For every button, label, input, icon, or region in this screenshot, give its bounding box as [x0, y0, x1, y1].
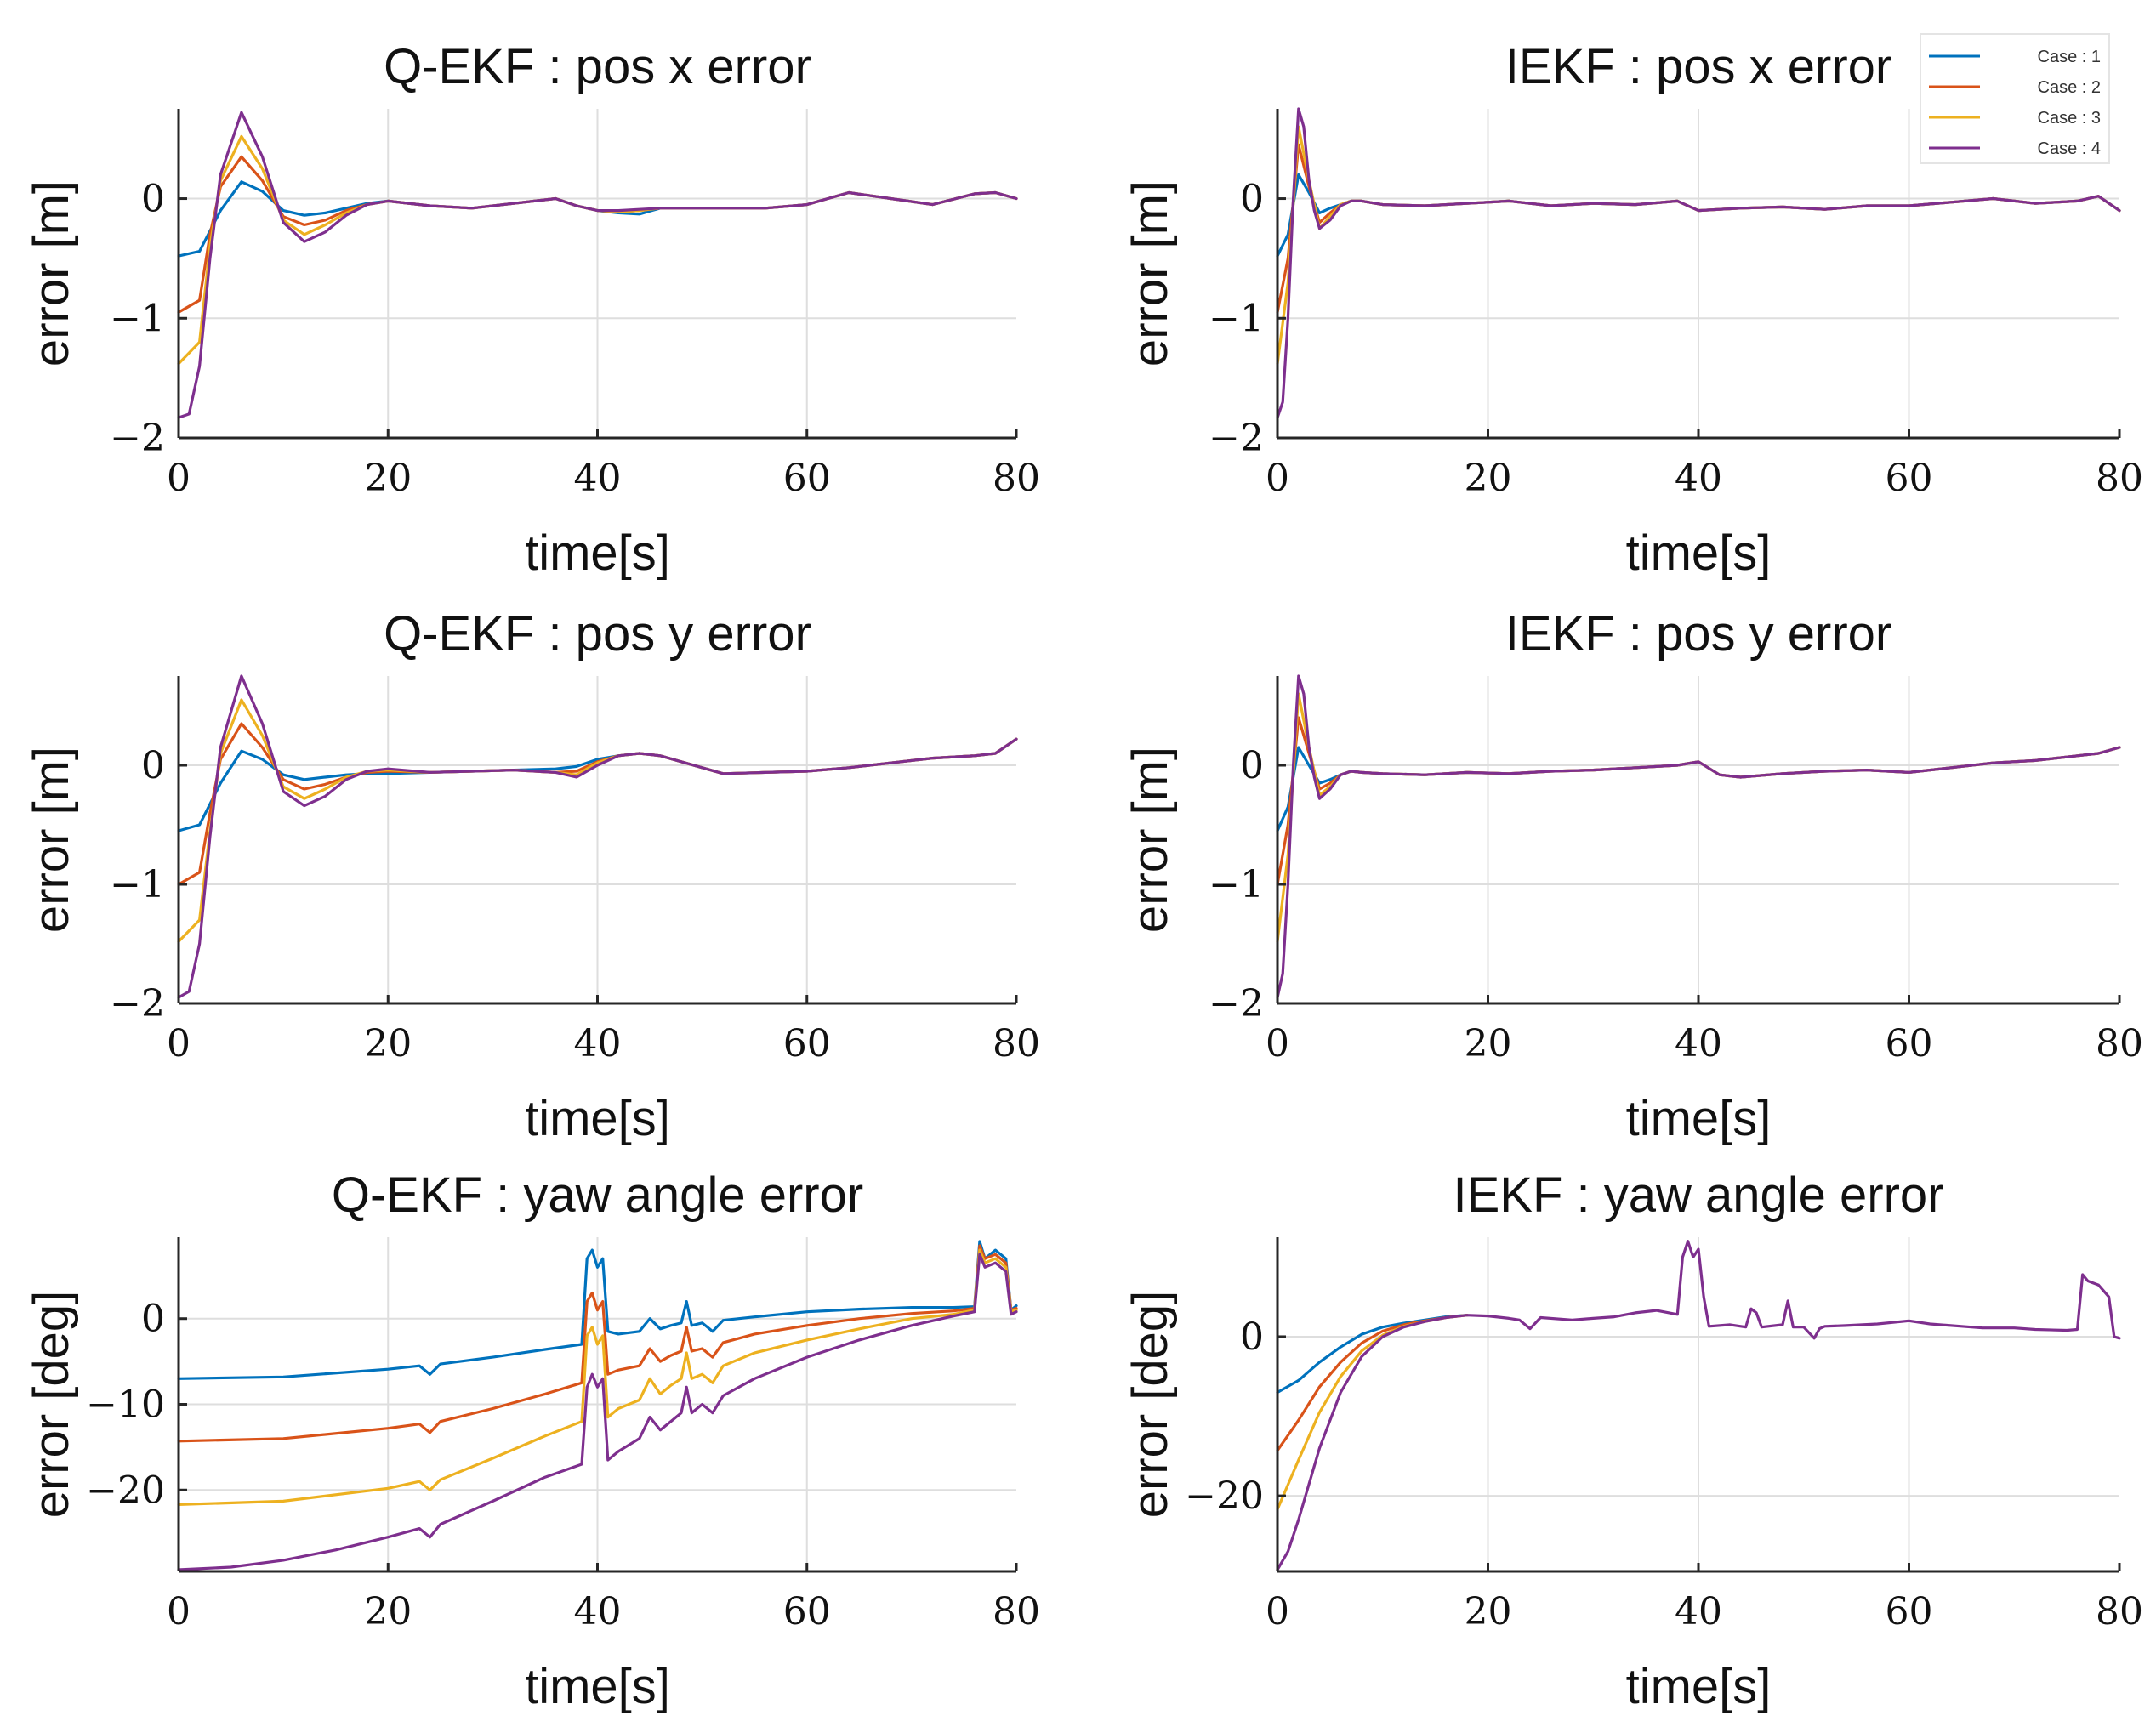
x-tick-label: 80	[2096, 1590, 2143, 1633]
x-tick-label: 20	[364, 1022, 412, 1065]
y-axis-label: error [m]	[1123, 180, 1178, 366]
subplot-title: Q-EKF : pos x error	[384, 39, 811, 94]
y-tick-label: −2	[1209, 417, 1264, 460]
y-axis-label: error [m]	[24, 747, 79, 933]
y-tick-label: −1	[1209, 863, 1264, 906]
y-tick-label: −10	[86, 1383, 165, 1427]
subplot-title: Q-EKF : yaw angle error	[332, 1167, 863, 1223]
subplot-title: IEKF : pos x error	[1505, 39, 1891, 94]
subplot-1: 0 20 40 60 80 −2 −1 0 Q-EKF : pos x error time[s]…	[24, 39, 1040, 581]
legend-label-case-4: Case : 4	[2038, 139, 2101, 158]
y-tick-label: 0	[1240, 178, 1264, 221]
series-line-case-4	[1276, 674, 2121, 999]
x-tick-label: 60	[783, 1590, 831, 1633]
series-line-case-1	[1276, 1314, 1469, 1395]
y-tick-label: −2	[110, 417, 165, 460]
x-tick-label: 20	[1465, 1590, 1512, 1633]
x-tick-label: 60	[1886, 1590, 1933, 1633]
y-tick-label: −1	[110, 863, 165, 906]
y-tick-label: −1	[1209, 297, 1264, 340]
x-tick-label: 40	[1675, 1022, 1722, 1065]
x-tick-label: 20	[1465, 1022, 1512, 1065]
x-tick-label: 0	[1266, 1022, 1289, 1065]
y-tick-label: 0	[141, 744, 165, 787]
y-tick-label: −2	[110, 982, 165, 1025]
y-tick-label: 0	[1240, 744, 1264, 787]
x-tick-label: 60	[783, 1022, 831, 1065]
y-tick-label: 0	[141, 178, 165, 221]
subplot-4: 0 20 40 60 80 −2 −1 0 IEKF : pos y error time[s] e…	[1123, 606, 2143, 1146]
x-tick-label: 40	[1675, 1590, 1722, 1633]
y-tick-label: −20	[86, 1469, 165, 1512]
x-axis-label: time[s]	[525, 525, 670, 581]
y-tick-label: −2	[1209, 982, 1264, 1025]
x-tick-label: 40	[574, 1590, 622, 1633]
x-tick-label: 80	[993, 1590, 1040, 1633]
x-axis-label: time[s]	[1626, 1091, 1772, 1146]
x-tick-label: 80	[2096, 457, 2143, 500]
series-line-case-4	[177, 1253, 1018, 1571]
y-axis-label: error [deg]	[1123, 1291, 1178, 1519]
x-tick-label: 20	[1465, 457, 1512, 500]
legend: Case : 1 Case : 2 Case : 3 Case : 4	[1920, 33, 2110, 164]
series-line-case-3	[1276, 1314, 1469, 1511]
x-tick-label: 0	[1266, 457, 1289, 500]
x-tick-label: 40	[1675, 457, 1722, 500]
x-axis-label: time[s]	[525, 1091, 670, 1146]
x-tick-label: 80	[993, 1022, 1040, 1065]
x-tick-label: 0	[167, 457, 191, 500]
y-axis-label: error [m]	[24, 180, 79, 366]
subplot-title: IEKF : pos y error	[1505, 606, 1891, 662]
x-tick-label: 0	[1266, 1590, 1289, 1633]
x-tick-label: 60	[1886, 1022, 1933, 1065]
x-axis-label: time[s]	[1626, 525, 1772, 581]
x-tick-label: 40	[574, 1022, 622, 1065]
x-axis-label: time[s]	[1626, 1659, 1772, 1714]
y-axis-label: error [m]	[1123, 747, 1178, 933]
x-tick-label: 20	[364, 457, 412, 500]
x-tick-label: 60	[783, 457, 831, 500]
series-line-case-4	[177, 674, 1018, 999]
legend-label-case-3: Case : 3	[2038, 109, 2101, 128]
x-tick-label: 40	[574, 457, 622, 500]
series-line-case-4	[1276, 1240, 2121, 1571]
y-tick-label: 0	[141, 1298, 165, 1341]
y-tick-label: 0	[1240, 1315, 1264, 1359]
y-tick-label: −1	[110, 297, 165, 340]
subplot-2: 0 20 40 60 80 −2 −1 0 IEKF : pos x error time[s] e…	[1123, 39, 2143, 581]
subplot-title: Q-EKF : pos y error	[384, 606, 811, 662]
series-line-case-4	[1276, 107, 2121, 419]
subplot-title: IEKF : yaw angle error	[1453, 1167, 1944, 1223]
x-tick-label: 0	[167, 1022, 191, 1065]
series-line-case-4	[177, 111, 1018, 419]
x-tick-label: 60	[1886, 457, 1933, 500]
y-axis-label: error [deg]	[24, 1291, 79, 1519]
series-line-case-2	[1276, 1314, 1469, 1452]
y-tick-label: −20	[1185, 1474, 1264, 1518]
x-tick-label: 0	[167, 1590, 191, 1633]
legend-label-case-1: Case : 1	[2038, 48, 2101, 66]
subplot-6: 0 20 40 60 80 −20 0 IEKF : yaw angle error time[…	[1123, 1167, 2143, 1714]
x-tick-label: 80	[2096, 1022, 2143, 1065]
subplot-5: 0 20 40 60 80 −20 −10 0 Q-EKF : yaw angle error t…	[24, 1167, 1040, 1714]
x-tick-label: 80	[993, 457, 1040, 500]
legend-label-case-2: Case : 2	[2038, 78, 2101, 97]
x-axis-label: time[s]	[525, 1659, 670, 1714]
x-tick-label: 20	[364, 1590, 412, 1633]
subplot-3: 0 20 40 60 80 −2 −1 0 Q-EKF : pos y error time[s]…	[24, 606, 1040, 1146]
